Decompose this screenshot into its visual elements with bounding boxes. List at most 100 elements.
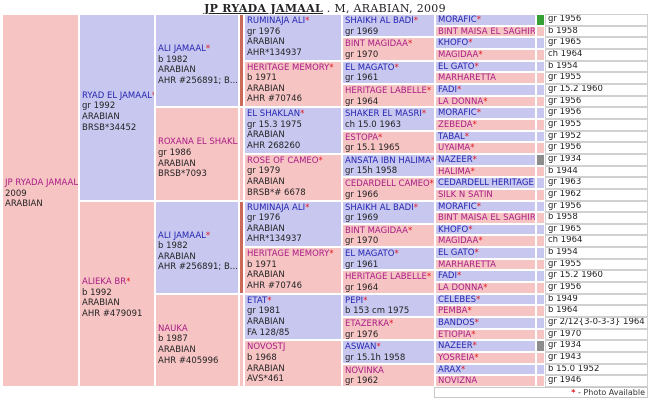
horse-name-link[interactable]: ANSATA IBN HALIMA	[345, 155, 431, 166]
horse-name-link[interactable]: MORAFIC	[438, 201, 477, 212]
gen5-dam[interactable]: BINT MAISA EL SAGHIRA*	[435, 25, 536, 38]
gen5-dam[interactable]: BINT MAISA EL SAGHIRA*	[435, 212, 536, 224]
grandsire[interactable]: ALI JAMAAL* b 1982 ARABIAN AHR #256891; B..…	[155, 14, 239, 108]
horse-name-link[interactable]: RUMINAJA ALI	[247, 16, 306, 26]
gen5-dam[interactable]: MARHARETTA	[435, 72, 536, 84]
gen5-sire[interactable]: MORAFIC*	[435, 14, 536, 26]
gen5-dam[interactable]: HALIMA*	[435, 165, 536, 178]
horse-name-link[interactable]: HERITAGE LABELLE	[345, 85, 427, 96]
gen4-sire[interactable]: EL MAGATO* gr 1961	[342, 60, 435, 84]
horse-name-link[interactable]: CEDARDELL CAMEO	[345, 179, 430, 190]
gen3-sire[interactable]: RUMINAJA ALI* gr 1976 ARABIAN AHR*134937	[244, 14, 342, 61]
horse-name-link[interactable]: MORAFIC	[438, 15, 477, 25]
horse-name-link[interactable]: EL MAGATO	[345, 249, 395, 260]
horse-name-link[interactable]: MARHARETTA	[438, 259, 496, 270]
gen5-dam[interactable]: SILK N SATIN	[435, 188, 536, 201]
horse-name-link[interactable]: NOVOSTJ	[247, 342, 286, 353]
horse-name-link[interactable]: HALIMA	[438, 166, 471, 177]
gen5-sire[interactable]: MORAFIC*	[435, 200, 536, 213]
gen5-dam[interactable]: LA DONNA*	[435, 95, 536, 108]
horse-name-link[interactable]: JP RYADA JAMAAL	[5, 178, 79, 189]
horse-name-link[interactable]: BANDOS	[438, 318, 475, 329]
grandsire[interactable]: ALI JAMAAL* b 1982 ARABIAN AHR #256891; B..…	[155, 200, 239, 294]
horse-name-link[interactable]: UYAIMA	[438, 143, 471, 154]
horse-name-link[interactable]: EL MAGATO	[345, 62, 395, 73]
gen4-dam[interactable]: BINT MAGIDAA* gr 1970	[342, 37, 435, 61]
gen3-sire[interactable]: RUMINAJA ALI* gr 1976 ARABIAN AHR*134937	[244, 200, 342, 248]
gen4-sire[interactable]: ANSATA IBN HALIMA* gr 15h 1958	[342, 153, 435, 178]
gen5-dam[interactable]: MAGIDAA*	[435, 48, 536, 61]
horse-name-link[interactable]: NOVINKA	[345, 365, 384, 376]
horse-name-link[interactable]: MORAFIC	[438, 108, 477, 119]
gen5-sire[interactable]: KHOFO*	[435, 37, 536, 49]
horse-name-link[interactable]: ALIEKA BR	[82, 277, 127, 288]
horse-name-link[interactable]: HERITAGE MEMORY	[247, 249, 330, 260]
horse-name-link[interactable]: ETIOPIA	[438, 329, 472, 340]
gen4-sire[interactable]: SHAIKH AL BADI* gr 1969	[342, 200, 435, 224]
gen4-dam[interactable]: ESTOPA* gr 15.1 1965	[342, 130, 435, 154]
horse-name-link[interactable]: BINT MAGIDAA	[345, 39, 408, 50]
gen5-dam[interactable]: LA DONNA*	[435, 282, 536, 294]
gen5-sire[interactable]: EL GATO*	[435, 60, 536, 73]
horse-name-link[interactable]: ROXANA EL SHAKLAN	[158, 137, 238, 148]
gen5-dam[interactable]: ZEBEDA*	[435, 118, 536, 131]
gen5-sire[interactable]: FADI*	[435, 83, 536, 96]
horse-name-link[interactable]: SHAIKH AL BADI	[345, 202, 414, 213]
gen3-dam[interactable]: HERITAGE MEMORY* b 1971 ARABIAN AHR #70746	[244, 247, 342, 294]
horse-name-link[interactable]: BINT MAISA EL SAGHIRA	[438, 213, 536, 224]
horse-name-link[interactable]: BINT MAISA EL SAGHIRA	[438, 26, 536, 37]
gen3-dam[interactable]: NOVOSTJ b 1968 ARABIAN AVS*461	[244, 340, 342, 387]
gen4-dam[interactable]: BINT MAGIDAA* gr 1970	[342, 223, 435, 248]
horse-name-link[interactable]: SILK N SATIN	[438, 189, 493, 200]
gen5-sire[interactable]: TABAL*	[435, 130, 536, 143]
gen3-dam[interactable]: ROSE OF CAMEO* gr 1979 ARABIAN BRSB*# 6678	[244, 153, 342, 201]
gen3-dam[interactable]: HERITAGE MEMORY* b 1971 ARABIAN AHR #70746	[244, 60, 342, 108]
dam[interactable]: ALIEKA BR* b 1992 ARABIAN AHR #479091	[79, 200, 155, 387]
gen4-dam[interactable]: NOVINKA gr 1962	[342, 363, 435, 387]
gen4-sire[interactable]: PEPI* b 153 cm 1975	[342, 293, 435, 318]
horse-name-link[interactable]: RUMINAJA ALI	[247, 202, 306, 213]
gen5-sire[interactable]: MORAFIC*	[435, 107, 536, 119]
horse-name-link[interactable]: ETAZERKA	[345, 319, 390, 330]
gen5-sire[interactable]: NAZEER*	[435, 153, 536, 166]
horse-name-link[interactable]: MAGIDAA	[438, 236, 479, 247]
gen4-sire[interactable]: ASWAN* gr 15.1h 1958	[342, 340, 435, 364]
gen4-sire[interactable]: SHAIKH AL BADI* gr 1969	[342, 14, 435, 38]
horse-name-link[interactable]: EL SHAKLAN	[247, 109, 301, 120]
horse-name-link[interactable]: SHAIKH AL BADI	[345, 16, 414, 26]
horse-name-link[interactable]: YOSREIA	[438, 353, 475, 364]
horse-name-link[interactable]: CEDARDELL HERITAGE	[438, 178, 534, 189]
horse-name-link[interactable]: KHOFO	[438, 38, 469, 49]
horse-name-link[interactable]: FADI	[438, 84, 457, 95]
horse-name-link[interactable]: MARHARETTA	[438, 73, 496, 84]
horse-name-link[interactable]: RYAD EL JAMAAL	[82, 90, 152, 101]
horse-name-link[interactable]: EL GATO	[438, 248, 475, 259]
horse-name-link[interactable]: TABAL	[438, 131, 465, 142]
gen4-dam[interactable]: HERITAGE LABELLE* gr 1964	[342, 83, 435, 108]
gen5-sire[interactable]: KHOFO*	[435, 223, 536, 236]
horse-name-link[interactable]: ZEBEDA	[438, 119, 473, 130]
gen5-sire[interactable]: BANDOS*	[435, 317, 536, 329]
horse-name-link[interactable]: EL GATO	[438, 61, 475, 72]
horse-name-link[interactable]: LA DONNA	[438, 96, 484, 107]
gen5-sire[interactable]: CELEBES*	[435, 293, 536, 306]
gen5-dam[interactable]: YOSREIA*	[435, 352, 536, 364]
granddam[interactable]: ROXANA EL SHAKLAN*gr 1986ARABIANBRSB*709…	[155, 107, 239, 201]
horse-name-link[interactable]: ALI JAMAAL	[158, 230, 206, 241]
gen5-sire[interactable]: FADI*	[435, 270, 536, 283]
gen5-dam[interactable]: MAGIDAA*	[435, 235, 536, 248]
gen5-dam[interactable]: PEMBA*	[435, 305, 536, 318]
horse-name-link[interactable]: NAZEER	[438, 154, 473, 165]
horse-name-link[interactable]: CELEBES	[438, 294, 477, 305]
horse-name-link[interactable]: HERITAGE MEMORY	[247, 62, 330, 73]
gen4-dam[interactable]: HERITAGE LABELLE* gr 1964	[342, 270, 435, 294]
horse-name-link[interactable]: KHOFO	[438, 224, 469, 235]
horse-name-link[interactable]: SHAKER EL MASRI	[345, 109, 422, 120]
horse-name-link[interactable]: ASWAN	[345, 342, 377, 353]
horse-name-link[interactable]: ALI JAMAAL	[158, 44, 206, 55]
horse-name-link[interactable]: ROSE OF CAMEO	[247, 155, 319, 166]
granddam[interactable]: NAUKA b 1987 ARABIAN AHR #405996	[155, 293, 239, 387]
horse-name-link[interactable]: NAUKA	[158, 323, 188, 334]
horse-name-link[interactable]: ETAT	[247, 295, 268, 306]
